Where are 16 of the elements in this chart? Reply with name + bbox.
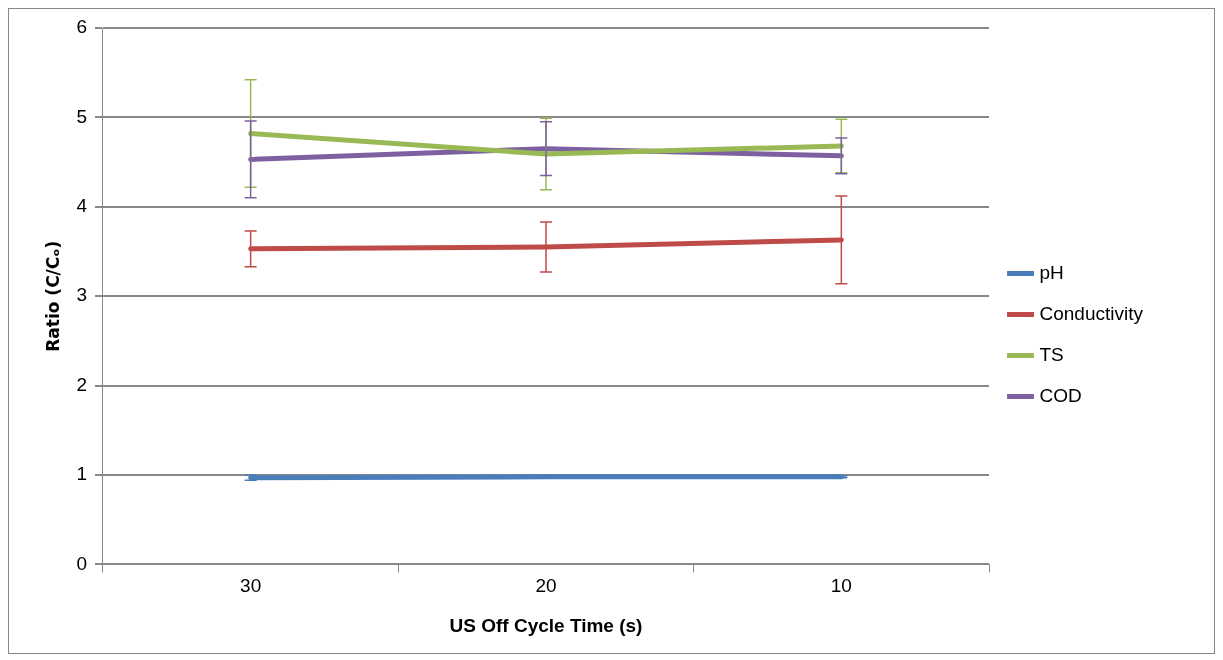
y-tick-label: 0 — [76, 552, 87, 574]
y-tick-label: 1 — [76, 463, 87, 485]
legend-label: Conductivity — [1039, 302, 1144, 324]
x-axis-title: US Off Cycle Time (s) — [449, 614, 643, 636]
y-tick-label: 5 — [76, 105, 87, 127]
x-tick-label: 20 — [535, 575, 557, 597]
legend-label: TS — [1039, 343, 1064, 365]
x-tick-label: 10 — [830, 575, 852, 597]
x-tick-label: 30 — [240, 575, 262, 597]
y-tick-label: 6 — [76, 16, 87, 38]
legend-label: COD — [1039, 384, 1082, 406]
y-tick-label: 4 — [76, 195, 88, 217]
legend-label: pH — [1039, 261, 1064, 283]
y-tick-label: 3 — [76, 284, 87, 306]
y-axis-title: Ratio (C/Cₒ) — [42, 240, 63, 352]
y-tick-label: 2 — [76, 373, 87, 395]
